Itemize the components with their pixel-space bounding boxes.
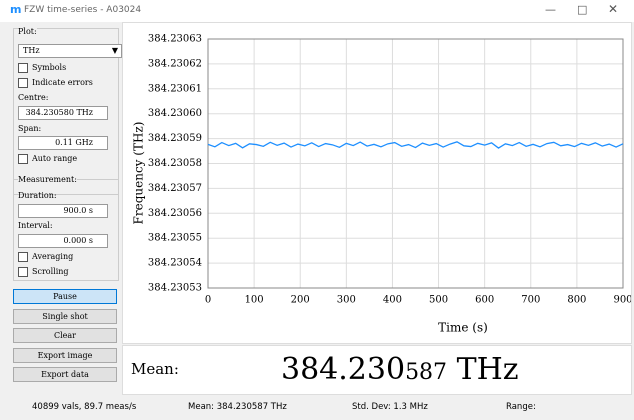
y-tick-label: 384.23055 [148, 233, 202, 244]
label: Symbols [32, 63, 67, 72]
label: Scrolling [32, 267, 69, 276]
select-text: THz [23, 46, 40, 55]
button[interactable]: Pause [13, 289, 117, 304]
group-label: Measurement: [18, 175, 77, 184]
mean-unit: THz [456, 352, 519, 387]
field-label: Duration: [18, 191, 57, 200]
field-label: Interval: [18, 221, 53, 230]
duration-input[interactable]: 900.0 s [18, 204, 108, 218]
x-tick-label: 600 [475, 295, 494, 306]
plot-frame [207, 38, 624, 289]
button[interactable]: Export image [13, 347, 117, 363]
label: Averaging [32, 252, 74, 261]
field-label: Span: [18, 124, 42, 133]
checkbox[interactable]: Indicate errors [18, 78, 93, 88]
minimize[interactable]: — [545, 3, 556, 16]
y-tick-label: 384.23059 [148, 133, 202, 144]
mean-label: Mean: [131, 360, 179, 378]
field-label: Centre: [18, 93, 49, 102]
checkbox[interactable]: Scrolling [18, 267, 69, 277]
y-tick-label: 384.23058 [148, 158, 202, 169]
centre-input[interactable]: 384.230580 THz [18, 106, 108, 120]
y-axis-label: Frequency (THz) [132, 122, 146, 225]
y-tick-label: 384.23057 [148, 183, 202, 194]
y-tick-label: 384.23053 [148, 283, 202, 294]
y-tick-label: 384.23061 [148, 83, 202, 94]
x-tick-label: 700 [521, 295, 540, 306]
app-icon: m [10, 3, 22, 16]
data-line [207, 141, 624, 149]
chart: Time (s) Frequency (THz) 384.23053 384.23… [132, 34, 633, 335]
label: Auto range [32, 154, 78, 163]
x-tick-label: 500 [429, 295, 448, 306]
mean-fine: 587 [405, 360, 448, 385]
span-input[interactable]: 0.11 GHz [18, 136, 108, 150]
status-std: Std. Dev: 1.3 MHz [352, 402, 428, 412]
y-tick-label: 384.23063 [148, 34, 202, 45]
chart-panel: Time (s) Frequency (THz) 384.23053 384.23… [122, 22, 633, 344]
checkbox[interactable]: Symbols [18, 63, 66, 73]
close[interactable]: ✕ [608, 2, 619, 16]
x-axis-label: Time (s) [438, 321, 488, 335]
group-label: Plot: [18, 27, 37, 36]
arrow: ▼ [111, 46, 118, 55]
x-tick-label: 0 [205, 295, 211, 306]
checkbox[interactable]: Auto range [18, 154, 77, 164]
sidebar: Plot: THz ▼ Symbols Indicate errors Centr… [10, 22, 122, 394]
title-bar: m FZW time-series - A03024 — □ ✕ [0, 0, 634, 22]
y-tick-label: 384.23056 [148, 208, 202, 219]
x-tick-label: 200 [291, 295, 310, 306]
button[interactable]: Export data [13, 367, 117, 382]
mean-value: 384.230587 THz [281, 352, 519, 387]
x-tick-label: 900 [613, 295, 631, 306]
window-title: FZW time-series - A03024 [24, 5, 142, 15]
y-tick-label: 384.23062 [148, 58, 202, 69]
x-tick-label: 400 [383, 295, 402, 306]
status-count: 40899 vals, 89.7 meas/s [32, 402, 137, 412]
plot-group [13, 28, 119, 195]
y-tick-label: 384.23054 [148, 258, 202, 269]
mean-main: 384.230 [281, 352, 406, 387]
unit-select[interactable]: THz ▼ [18, 44, 122, 58]
status-range: Range: [506, 402, 536, 412]
label: Indicate errors [32, 78, 93, 87]
mean-display: Mean: 384.230587 THz [122, 345, 632, 395]
status-mean: Mean: 384.230587 THz [188, 402, 287, 412]
status-bar: 40899 vals, 89.7 meas/s Mean: 384.230587… [0, 397, 634, 420]
x-tick-label: 300 [337, 295, 356, 306]
button[interactable]: Clear [13, 328, 117, 343]
interval-input[interactable]: 0.000 s [18, 234, 108, 248]
y-tick-label: 384.23060 [148, 108, 202, 119]
checkbox[interactable]: Averaging [18, 252, 73, 262]
maximize[interactable]: □ [577, 3, 588, 16]
x-tick-label: 800 [567, 295, 586, 306]
x-tick-label: 100 [245, 295, 264, 306]
button[interactable]: Single shot [13, 308, 117, 324]
